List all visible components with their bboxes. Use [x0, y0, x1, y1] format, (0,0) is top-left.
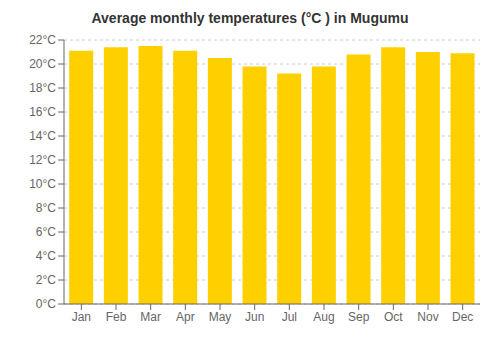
- svg-text:20°C: 20°C: [29, 57, 56, 71]
- svg-text:4°C: 4°C: [36, 249, 56, 263]
- svg-text:8°C: 8°C: [36, 201, 56, 215]
- svg-text:Nov: Nov: [417, 310, 438, 324]
- svg-text:2°C: 2°C: [36, 273, 56, 287]
- svg-text:Feb: Feb: [106, 310, 127, 324]
- svg-text:10°C: 10°C: [29, 177, 56, 191]
- svg-text:Jan: Jan: [72, 310, 91, 324]
- svg-text:Oct: Oct: [384, 310, 403, 324]
- svg-text:Aug: Aug: [313, 310, 334, 324]
- svg-text:6°C: 6°C: [36, 225, 56, 239]
- svg-text:Mar: Mar: [140, 310, 161, 324]
- svg-text:May: May: [209, 310, 232, 324]
- svg-text:Jul: Jul: [282, 310, 297, 324]
- svg-text:Apr: Apr: [176, 310, 195, 324]
- svg-text:14°C: 14°C: [29, 129, 56, 143]
- svg-text:Jun: Jun: [245, 310, 264, 324]
- svg-text:16°C: 16°C: [29, 105, 56, 119]
- svg-text:Dec: Dec: [452, 310, 473, 324]
- svg-text:Sep: Sep: [348, 310, 370, 324]
- html-text:Average monthly temperatures (: Average monthly temperatures (°C ) in Mu…: [91, 10, 409, 26]
- svg-text:22°C: 22°C: [29, 33, 56, 47]
- svg-text:12°C: 12°C: [29, 153, 56, 167]
- svg-text:0°C: 0°C: [36, 297, 56, 311]
- svg-text:18°C: 18°C: [29, 81, 56, 95]
